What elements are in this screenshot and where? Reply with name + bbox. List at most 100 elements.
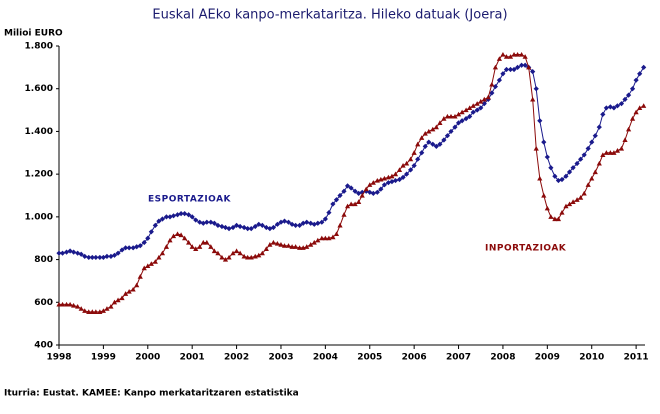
data-point xyxy=(478,105,484,111)
data-point xyxy=(237,250,243,256)
data-point xyxy=(344,203,351,209)
data-point xyxy=(633,77,639,83)
data-point xyxy=(514,51,521,57)
data-point xyxy=(503,66,510,73)
y-tick-label: 1.000 xyxy=(25,212,53,222)
data-point xyxy=(256,221,262,227)
y-tick-label: 1.400 xyxy=(25,127,53,137)
data-point xyxy=(548,214,554,219)
data-point xyxy=(197,244,203,249)
series-label: INPORTAZIOAK xyxy=(485,244,567,254)
data-point xyxy=(86,309,92,314)
data-point xyxy=(522,54,528,59)
data-point xyxy=(367,182,373,187)
chart-title: Euskal AEko kanpo-merkataritza. Hileko d… xyxy=(152,8,507,23)
data-point xyxy=(285,219,292,225)
data-point xyxy=(71,302,77,308)
data-point xyxy=(141,239,147,246)
data-point xyxy=(204,219,210,225)
data-point xyxy=(337,192,343,199)
data-point xyxy=(530,96,536,102)
data-point xyxy=(352,201,358,207)
series-line xyxy=(59,64,645,258)
data-point xyxy=(496,77,502,83)
data-point xyxy=(411,150,417,155)
x-tick-label: 2004 xyxy=(313,353,338,363)
data-point xyxy=(93,254,99,261)
data-point xyxy=(441,137,447,143)
data-point xyxy=(134,282,140,288)
data-point xyxy=(59,301,66,307)
data-point xyxy=(433,143,439,149)
data-point xyxy=(89,309,95,314)
data-point xyxy=(514,64,521,70)
data-point xyxy=(478,98,484,104)
data-point xyxy=(281,218,288,224)
data-point xyxy=(89,254,95,261)
data-point xyxy=(222,256,229,262)
data-point xyxy=(215,222,221,228)
x-tick-label: 2008 xyxy=(490,353,515,363)
data-point xyxy=(126,289,132,294)
y-tick-label: 1.800 xyxy=(25,42,53,52)
data-point xyxy=(441,116,447,121)
data-point xyxy=(533,145,539,151)
data-point xyxy=(625,92,632,98)
data-point xyxy=(293,222,299,228)
x-tick-label: 2002 xyxy=(224,353,249,363)
data-point xyxy=(511,51,517,57)
data-point xyxy=(637,105,643,111)
x-tick-label: 1999 xyxy=(91,353,116,363)
data-point xyxy=(430,141,436,147)
data-point xyxy=(592,169,598,175)
data-point xyxy=(145,263,151,269)
data-point xyxy=(467,113,473,120)
data-point xyxy=(374,189,380,195)
data-point xyxy=(459,118,465,124)
data-point xyxy=(607,150,613,155)
data-point xyxy=(348,185,354,191)
data-point xyxy=(452,124,458,130)
data-point xyxy=(130,286,136,292)
data-point xyxy=(137,274,143,279)
data-point xyxy=(278,219,284,225)
data-point xyxy=(245,254,251,260)
data-point xyxy=(152,222,158,228)
data-point xyxy=(208,244,214,249)
data-point xyxy=(463,107,469,113)
data-point xyxy=(115,297,121,303)
x-tick-label: 2001 xyxy=(180,353,205,363)
data-point xyxy=(233,248,240,254)
data-point xyxy=(259,250,265,256)
data-point xyxy=(381,175,388,181)
data-point xyxy=(452,113,458,119)
data-point xyxy=(115,250,121,256)
data-point xyxy=(119,295,125,301)
data-point xyxy=(415,156,421,162)
data-point xyxy=(319,219,325,225)
x-tick-label: 2009 xyxy=(535,353,560,363)
data-point xyxy=(304,219,310,225)
data-point xyxy=(600,111,606,117)
data-point xyxy=(411,163,417,169)
data-point xyxy=(607,104,613,110)
data-point xyxy=(348,201,354,207)
data-point xyxy=(596,124,602,130)
data-point xyxy=(108,303,114,309)
data-point xyxy=(629,116,636,121)
data-point xyxy=(548,165,554,171)
data-point xyxy=(211,248,217,254)
data-point xyxy=(614,103,621,109)
data-point xyxy=(193,246,199,251)
data-point xyxy=(186,212,192,218)
data-point xyxy=(430,126,436,132)
data-point xyxy=(500,71,506,77)
data-point xyxy=(78,251,84,257)
source-note: Iturria: Eustat. KAMEE: Kanpo merkatarit… xyxy=(4,389,299,399)
data-point xyxy=(552,173,558,179)
data-point xyxy=(281,243,288,248)
data-point xyxy=(193,217,199,223)
y-axis-label: Milioi EURO xyxy=(4,29,63,39)
data-point xyxy=(600,152,606,158)
data-point xyxy=(359,192,365,198)
